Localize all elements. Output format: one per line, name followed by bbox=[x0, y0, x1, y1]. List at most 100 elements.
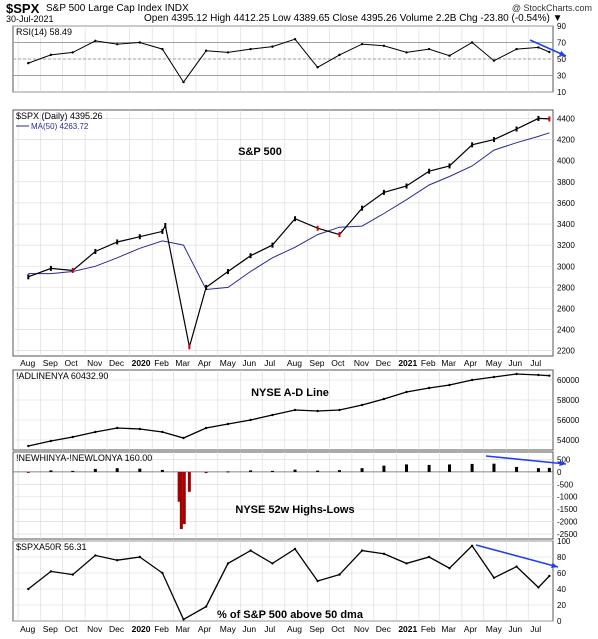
pct-point bbox=[427, 555, 431, 559]
rsi-point bbox=[71, 51, 74, 54]
pct-ytick-label: 0 bbox=[557, 617, 562, 626]
ohlc-summary: Open 4395.12 High 4412.25 Low 4389.65 Cl… bbox=[144, 13, 563, 24]
x-axis-label-bottom: Aug bbox=[287, 624, 302, 634]
pct-point bbox=[204, 605, 208, 608]
pct-point bbox=[338, 573, 341, 576]
rsi-trend-arrow bbox=[529, 39, 567, 57]
pct-point bbox=[316, 579, 319, 583]
x-axis-label-bottom: Apr bbox=[464, 624, 477, 634]
ad-point bbox=[338, 408, 341, 412]
spx-candle bbox=[249, 253, 252, 259]
spx-candle bbox=[49, 265, 52, 271]
pct-annotation: % of S&P 500 above 50 dma bbox=[217, 609, 364, 621]
hl-bar bbox=[204, 471, 208, 474]
x-axis-label-top: Sep bbox=[43, 358, 58, 368]
pct-trend-arrow bbox=[475, 544, 559, 568]
hl-bar bbox=[160, 469, 164, 472]
pct-point bbox=[249, 549, 252, 552]
spx-candle bbox=[161, 228, 164, 234]
hl-legend: !NEWHINYA-!NEWLONYA 160.00 bbox=[16, 453, 152, 463]
pct-point bbox=[537, 586, 540, 589]
rsi-point bbox=[226, 51, 230, 54]
hl-bar bbox=[226, 471, 230, 473]
rsi-ytick-label: 90 bbox=[557, 22, 566, 31]
pct-legend: $SPXA50R 56.31 bbox=[16, 542, 87, 552]
spx-candle bbox=[271, 242, 274, 248]
rsi-point bbox=[249, 47, 252, 51]
hl-bar bbox=[293, 469, 297, 472]
price-ytick-label: 2200 bbox=[557, 347, 575, 356]
hl-bar bbox=[448, 464, 452, 472]
spx-candle bbox=[548, 116, 551, 122]
spx-annotation: S&P 500 bbox=[238, 146, 282, 158]
pct-point bbox=[405, 562, 408, 565]
pct-point bbox=[382, 552, 386, 555]
rsi-point bbox=[515, 47, 518, 51]
rsi-point bbox=[182, 80, 185, 84]
spx-candle bbox=[116, 239, 119, 245]
rsi-point bbox=[316, 66, 319, 69]
x-axis-label-top: Aug bbox=[287, 358, 302, 368]
rsi-legend: RSI(14) 58.49 bbox=[16, 27, 72, 37]
ad-point bbox=[161, 430, 164, 434]
spx-candle bbox=[537, 115, 540, 121]
hl-bar bbox=[547, 467, 551, 472]
pct-point bbox=[360, 549, 364, 552]
price-ytick-label: 4000 bbox=[557, 157, 575, 166]
x-axis-label-top: Apr bbox=[464, 358, 477, 368]
ma50-legend: MA(50) 4263.72 bbox=[31, 122, 89, 131]
hl-annotation: NYSE 52w Highs-Lows bbox=[235, 504, 354, 516]
hl-ytick-label: -2500 bbox=[557, 530, 578, 539]
rsi-point bbox=[204, 49, 208, 52]
hl-bar bbox=[316, 470, 320, 472]
x-axis-label-top: 2021 bbox=[398, 358, 417, 368]
x-axis-label-top: May bbox=[220, 358, 237, 368]
ad-legend: !ADLINENYA 60432.90 bbox=[16, 371, 108, 381]
hl-trend-arrow bbox=[485, 455, 567, 465]
rsi-point bbox=[27, 61, 30, 65]
spx-candle bbox=[338, 232, 341, 238]
spx-candle bbox=[94, 248, 97, 254]
rsi-point bbox=[49, 53, 53, 57]
pct-point bbox=[271, 562, 274, 565]
spx-candle bbox=[316, 225, 319, 231]
rsi-ytick-label: 70 bbox=[557, 39, 566, 48]
pct-point bbox=[448, 567, 451, 570]
ad-annotation: NYSE A-D Line bbox=[251, 387, 329, 399]
x-axis-label-top: Aug bbox=[20, 358, 35, 368]
spx-candle bbox=[164, 223, 167, 229]
hl-bar bbox=[536, 468, 540, 472]
ad-point bbox=[138, 427, 142, 431]
ad-point bbox=[448, 383, 451, 387]
ad-point bbox=[382, 397, 386, 401]
pct-point bbox=[49, 570, 53, 573]
x-axis-label-bottom: Nov bbox=[87, 624, 103, 634]
hl-bar bbox=[26, 471, 30, 473]
hl-bar bbox=[138, 468, 142, 472]
hl-ytick-label: -1500 bbox=[557, 505, 578, 514]
ad-point bbox=[49, 439, 53, 443]
x-axis-label-top: 2020 bbox=[132, 358, 151, 368]
ad-panel-frame bbox=[12, 369, 554, 451]
pct-point bbox=[492, 576, 496, 579]
ad-ytick-label: 56000 bbox=[557, 416, 580, 425]
price-ytick-label: 2800 bbox=[557, 283, 575, 292]
spx-candle bbox=[448, 163, 451, 169]
price-ytick-label: 2400 bbox=[557, 326, 575, 335]
chart-date: 30-Jul-2021 bbox=[6, 14, 54, 24]
rsi-point bbox=[405, 51, 408, 54]
x-axis-label-top: Apr bbox=[198, 358, 211, 368]
price-ytick-label: 2600 bbox=[557, 304, 575, 313]
x-axis-label-bottom: Sep bbox=[43, 624, 58, 634]
x-axis-label-bottom: May bbox=[220, 624, 237, 634]
hl-ytick-label: 500 bbox=[557, 455, 571, 464]
x-axis-label-top: Jun bbox=[242, 358, 256, 368]
x-axis-label-bottom: Jun bbox=[242, 624, 256, 634]
pct-point bbox=[470, 544, 474, 547]
x-axis-label-top: Nov bbox=[354, 358, 370, 368]
ad-point bbox=[316, 409, 319, 413]
spx-candle bbox=[361, 205, 364, 211]
spx-candle bbox=[226, 269, 229, 275]
x-axis-label-bottom: Feb bbox=[154, 624, 169, 634]
